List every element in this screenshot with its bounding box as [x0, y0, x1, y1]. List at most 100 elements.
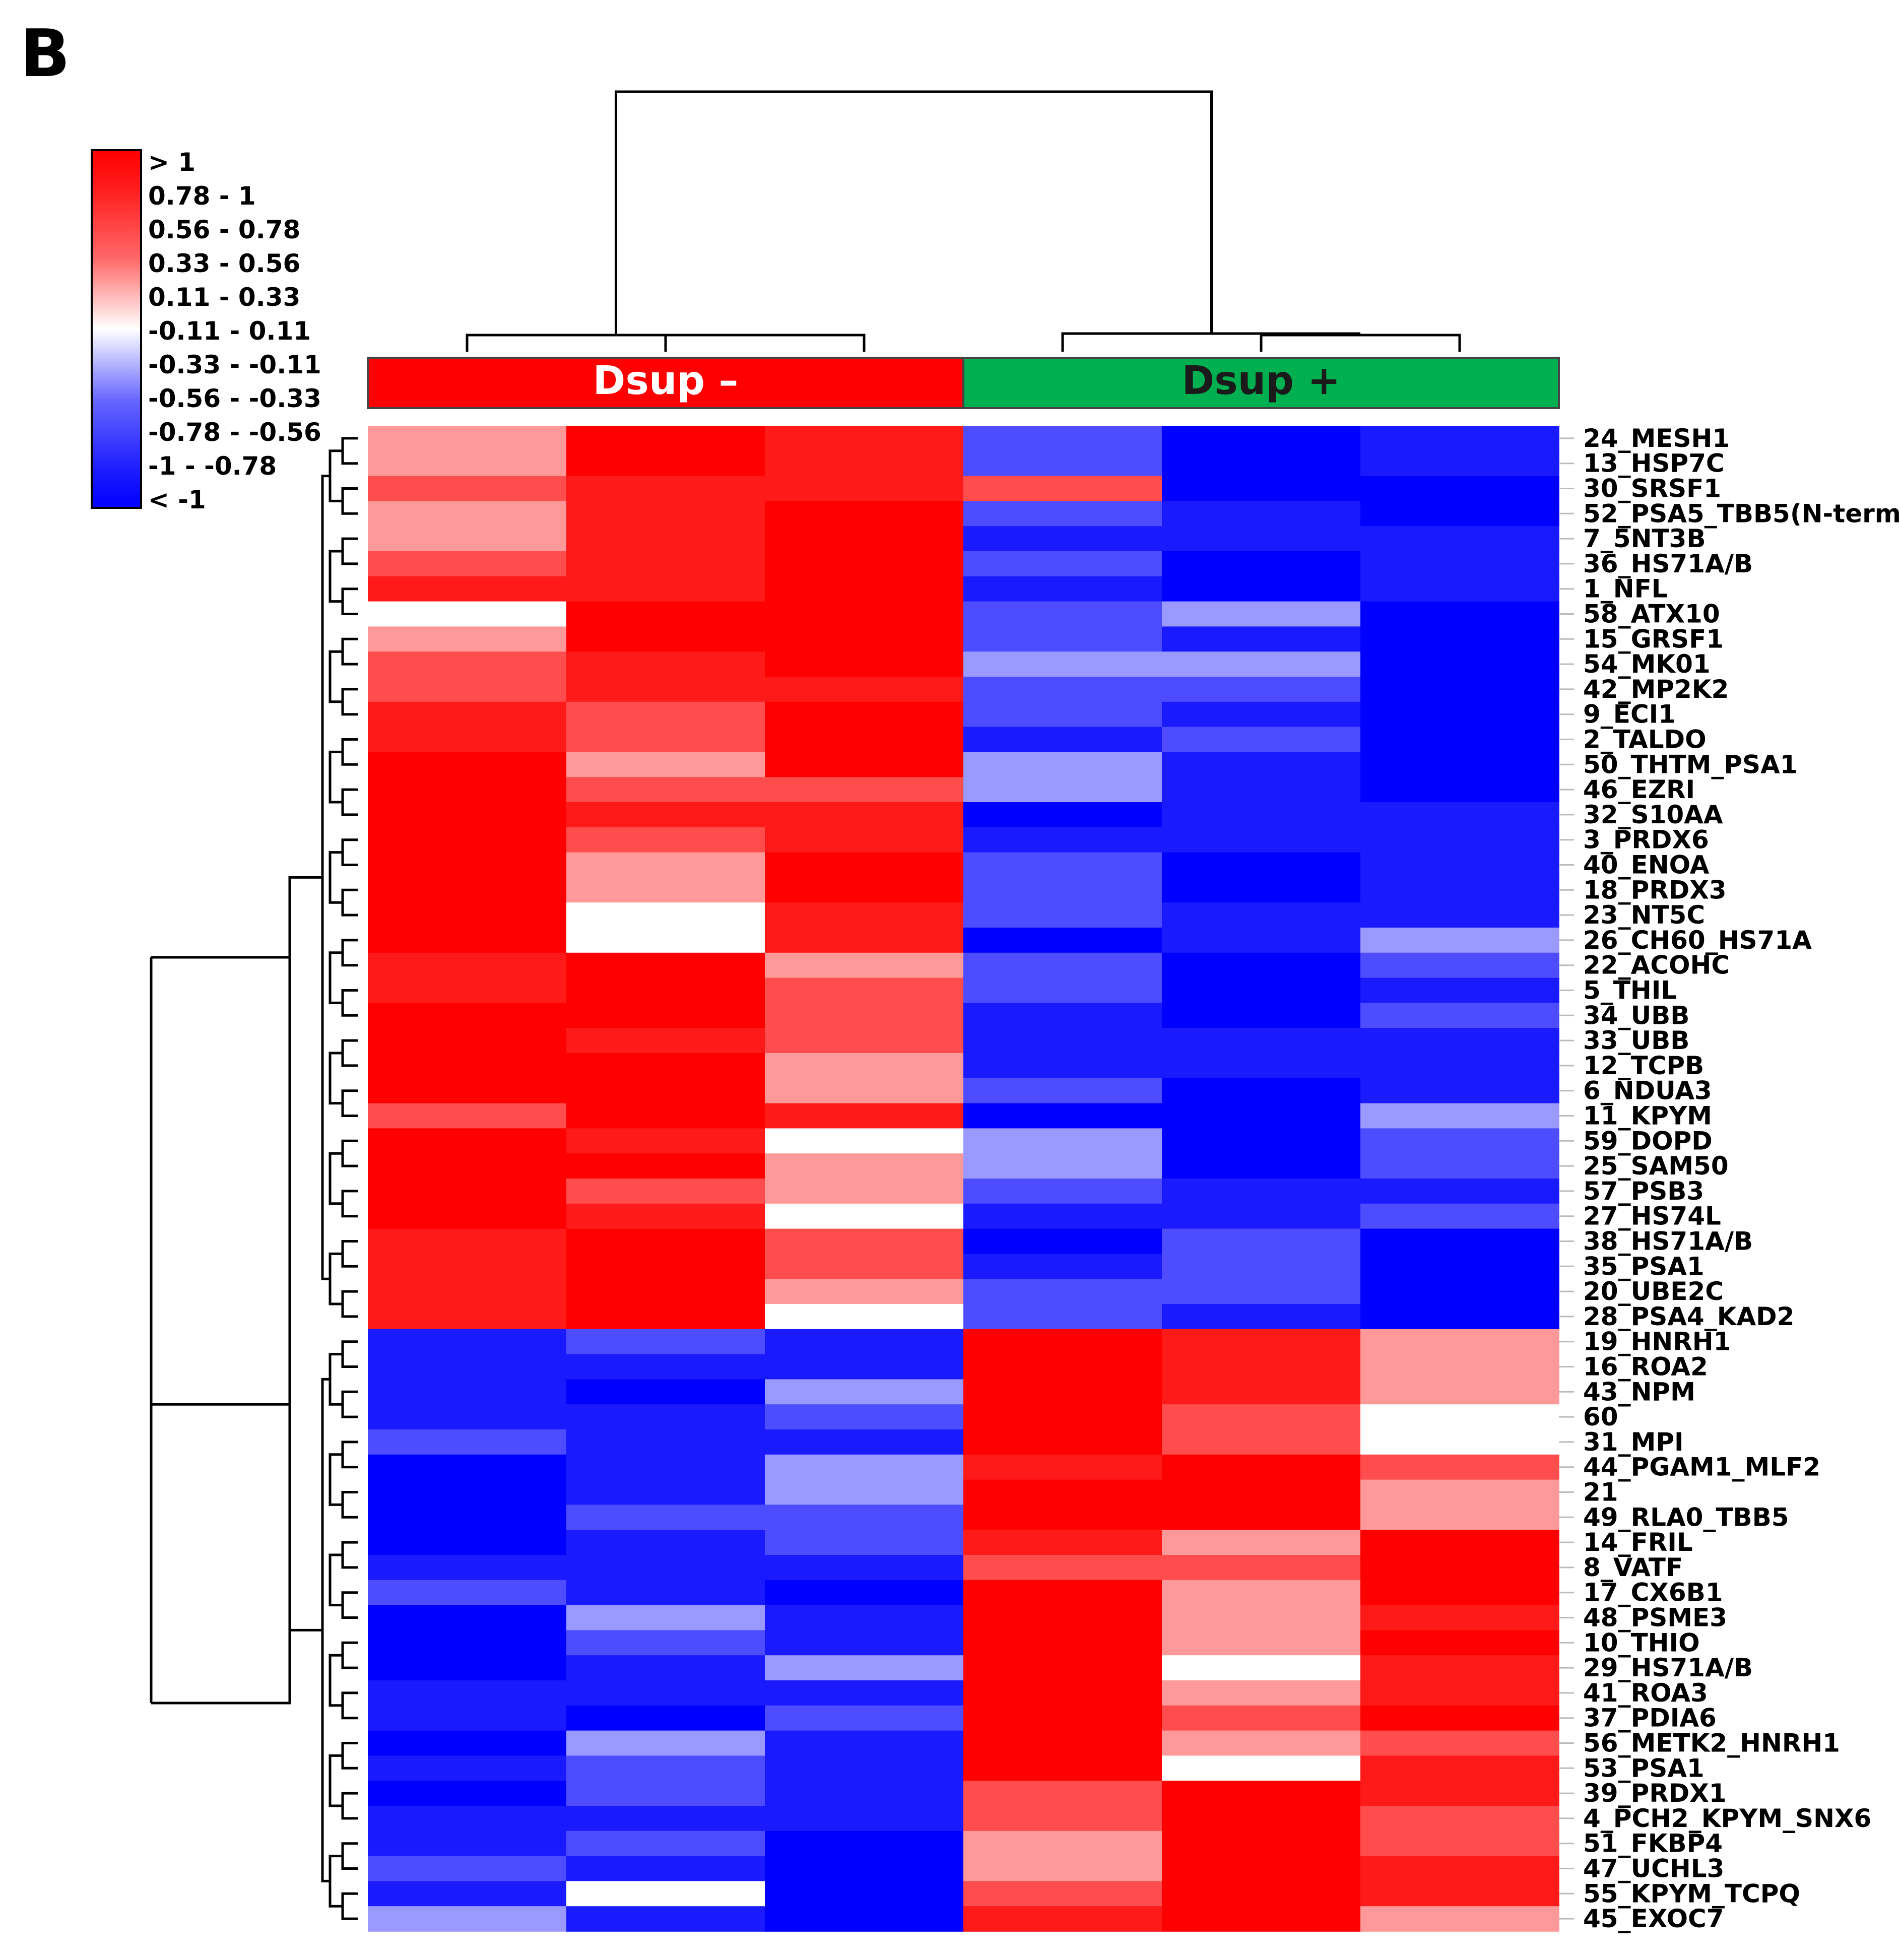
heatmap-cell: [566, 576, 765, 602]
heatmap-cell: [1162, 1053, 1361, 1079]
heatmap-cell: [765, 752, 964, 777]
heatmap-cell: [765, 626, 964, 652]
heatmap-cell: [963, 952, 1162, 978]
dendro-branch: [341, 637, 358, 666]
heatmap-cell: [963, 526, 1162, 552]
heatmap-cell: [765, 802, 964, 828]
heatmap-cell: [1162, 1781, 1361, 1806]
row-label: 34_UBB: [1583, 1001, 1689, 1030]
heatmap-cell: [963, 1103, 1162, 1129]
heatmap-cell: [368, 1781, 567, 1806]
heatmap-cell: [1162, 450, 1361, 477]
heatmap-cell: [566, 727, 765, 753]
heatmap-cell: [1162, 1304, 1361, 1330]
heatmap-cell: [765, 1254, 964, 1279]
row-label: 37_PDIA6: [1583, 1704, 1717, 1733]
heatmap-cell: [765, 677, 964, 702]
dendro-branch: [341, 1139, 358, 1167]
heatmap-cell: [765, 1003, 964, 1028]
heatmap-cell: [368, 1179, 567, 1204]
dendro-branch: [329, 650, 343, 703]
heatmap-cell: [368, 1429, 567, 1455]
heatmap-cell: [1360, 626, 1559, 652]
heatmap-cell: [368, 1203, 567, 1229]
heatmap-cell: [368, 1329, 567, 1355]
heatmap-cell: [1360, 777, 1559, 803]
heatmap-cell: [368, 626, 567, 652]
row-label: 16_ROA2: [1583, 1352, 1708, 1382]
heatmap-cell: [765, 1028, 964, 1054]
heatmap-cell: [1162, 551, 1361, 577]
heatmap-cell: [566, 450, 765, 477]
row-label: 17_CX6B1: [1583, 1578, 1723, 1607]
heatmap-cell: [1162, 1078, 1361, 1104]
heatmap-cell: [566, 1806, 765, 1832]
heatmap-cell: [963, 1429, 1162, 1455]
row-label: 4_PCH2_KPYM_SNX6: [1583, 1804, 1871, 1833]
heatmap-cell: [765, 551, 964, 577]
heatmap-cell: [963, 501, 1162, 527]
heatmap-cell: [963, 677, 1162, 702]
heatmap-cell: [1162, 526, 1361, 552]
heatmap-cell: [1360, 727, 1559, 753]
dendro-branch: [466, 334, 765, 352]
heatmap-cell: [765, 1755, 964, 1781]
heatmap-cell: [765, 928, 964, 953]
heatmap-cell: [1360, 1454, 1559, 1480]
heatmap-cell: [963, 1354, 1162, 1380]
row-label: 48_PSME3: [1583, 1603, 1727, 1632]
row-label: 35_PSA1: [1583, 1252, 1705, 1281]
heatmap-cell: [368, 1755, 567, 1781]
heatmap-cell: [368, 526, 567, 552]
heatmap-cell: [963, 802, 1162, 828]
row-label: 59_DOPD: [1583, 1126, 1713, 1155]
heatmap-cell: [1162, 1179, 1361, 1204]
heatmap-cell: [765, 1404, 964, 1430]
dendro-branch: [329, 1754, 343, 1807]
heatmap-cell: [963, 1655, 1162, 1681]
heatmap-cell: [765, 902, 964, 928]
heatmap-cell: [368, 1505, 567, 1530]
heatmap-cell: [765, 1831, 964, 1857]
heatmap-cell: [765, 1279, 964, 1304]
heatmap-cell: [963, 1781, 1162, 1806]
heatmap-cell: [1162, 576, 1361, 602]
heatmap-cell: [368, 802, 567, 828]
dendro-branch: [664, 334, 866, 352]
heatmap-cell: [1360, 1279, 1559, 1304]
heatmap-cell: [368, 952, 567, 978]
heatmap-cell: [1360, 1831, 1559, 1857]
heatmap-cell: [765, 601, 964, 627]
heatmap-cell: [765, 426, 964, 451]
row-label: 3_PRDX6: [1583, 825, 1709, 855]
row-label: 28_PSA4_KAD2: [1583, 1302, 1794, 1331]
heatmap-cell: [963, 1329, 1162, 1355]
dendro-branch: [341, 1039, 358, 1067]
heatmap-cell: [765, 1705, 964, 1731]
heatmap-cell: [566, 852, 765, 878]
heatmap-cell: [963, 1454, 1162, 1480]
row-label: 22_ACOHC: [1583, 951, 1730, 980]
heatmap-cell: [566, 877, 765, 903]
heatmap-cell: [1162, 952, 1361, 978]
heatmap-cell: [1162, 701, 1361, 728]
heatmap-cell: [765, 777, 964, 803]
heatmap-cell: [963, 551, 1162, 577]
heatmap-cell: [765, 1429, 964, 1455]
heatmap-cell: [1162, 1003, 1361, 1028]
dendro-branch: [341, 888, 358, 917]
heatmap-cell: [1162, 977, 1361, 1004]
heatmap-cell: [566, 777, 765, 803]
heatmap-cell: [1360, 576, 1559, 602]
heatmap-cell: [1360, 1128, 1559, 1154]
heatmap-cell: [1360, 1906, 1559, 1932]
row-label: 26_CH60_HS71A: [1583, 926, 1812, 955]
heatmap-cell: [566, 1179, 765, 1204]
dendro-branch: [341, 1390, 358, 1418]
dendro-branch: [329, 550, 343, 603]
heatmap-cell: [566, 426, 765, 451]
heatmap-cell: [765, 1479, 964, 1506]
heatmap-cell: [1162, 928, 1361, 953]
dendro-branch: [329, 750, 343, 804]
heatmap-cell: [1162, 1279, 1361, 1304]
